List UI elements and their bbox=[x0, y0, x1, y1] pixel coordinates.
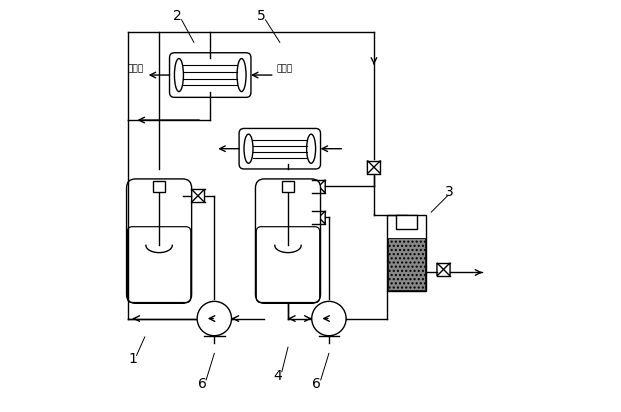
FancyBboxPatch shape bbox=[170, 53, 251, 97]
Text: 1: 1 bbox=[128, 352, 137, 366]
Circle shape bbox=[197, 301, 232, 336]
Bar bbox=[396, 215, 417, 229]
Bar bbox=[283, 181, 294, 192]
FancyBboxPatch shape bbox=[127, 179, 192, 303]
Ellipse shape bbox=[237, 59, 246, 91]
Circle shape bbox=[312, 301, 346, 336]
Text: 冷協水: 冷協水 bbox=[277, 64, 293, 73]
Ellipse shape bbox=[244, 134, 253, 163]
Bar bbox=[388, 215, 426, 291]
Text: 3: 3 bbox=[445, 185, 454, 199]
Text: 4: 4 bbox=[273, 369, 282, 383]
Ellipse shape bbox=[175, 59, 183, 91]
Bar bbox=[389, 238, 425, 290]
Bar bbox=[153, 181, 165, 192]
Text: 5: 5 bbox=[257, 9, 266, 23]
Text: 6: 6 bbox=[312, 377, 321, 391]
Text: 2: 2 bbox=[173, 9, 182, 23]
Text: 6: 6 bbox=[197, 377, 207, 391]
FancyBboxPatch shape bbox=[255, 179, 320, 303]
FancyBboxPatch shape bbox=[239, 129, 320, 169]
Ellipse shape bbox=[307, 134, 315, 163]
Text: 冷却水: 冷却水 bbox=[128, 64, 143, 73]
